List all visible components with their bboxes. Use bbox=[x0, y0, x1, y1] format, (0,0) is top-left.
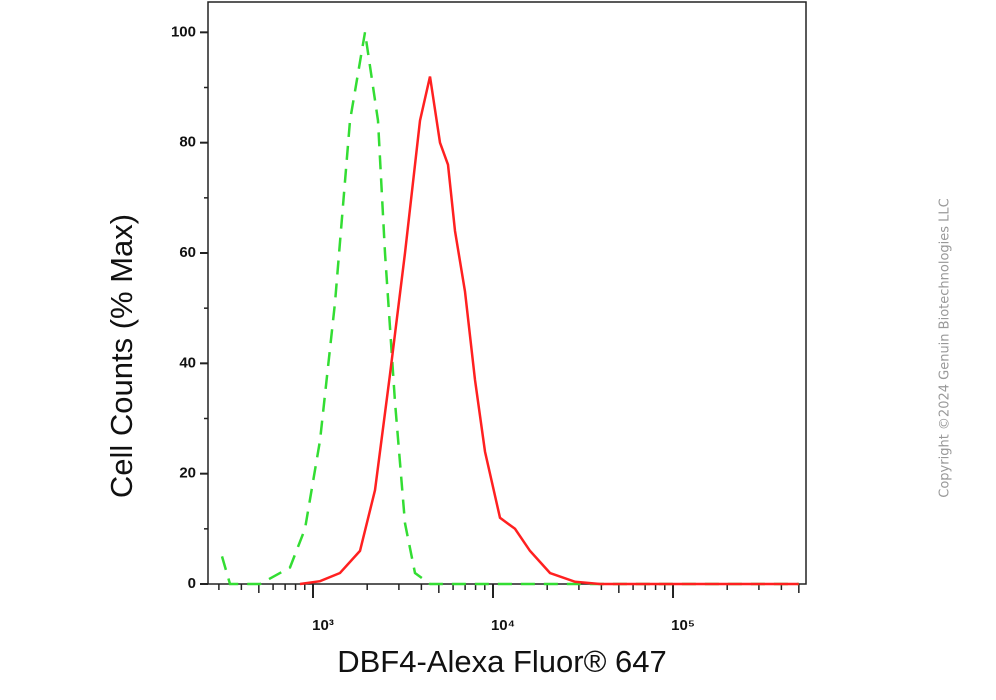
x-axis-label: DBF4-Alexa Fluor® 647 bbox=[337, 644, 667, 679]
series-line bbox=[220, 32, 799, 586]
x-tick-label: 10⁵ bbox=[671, 617, 695, 634]
y-tick-label: 80 bbox=[179, 134, 196, 151]
y-axis-label: Cell Counts (% Max) bbox=[104, 214, 139, 498]
x-tick-label: 10⁴ bbox=[491, 617, 515, 634]
series-line bbox=[299, 76, 799, 586]
y-tick-label: 0 bbox=[188, 575, 196, 592]
y-tick-label: 100 bbox=[171, 23, 196, 40]
y-tick-label: 20 bbox=[179, 465, 196, 482]
x-tick-label: 10³ bbox=[312, 617, 334, 634]
y-tick-label: 60 bbox=[179, 244, 196, 261]
plot-frame bbox=[207, 1, 807, 585]
copyright: Copyright ©2024 Genuin Biotechnologies L… bbox=[938, 198, 953, 497]
y-tick-label: 40 bbox=[179, 354, 196, 371]
